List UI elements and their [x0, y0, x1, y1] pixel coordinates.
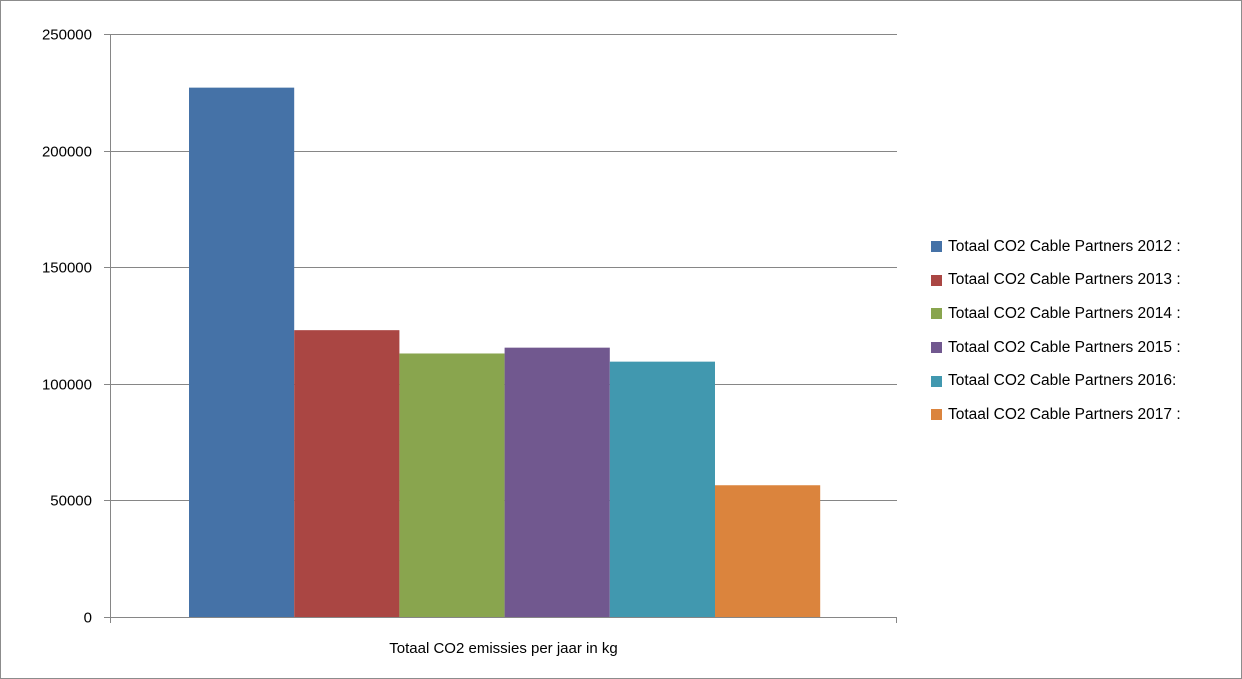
- bars: [189, 87, 821, 618]
- legend-swatch: [931, 274, 942, 286]
- y-tick-label: 50000: [50, 493, 92, 510]
- legend-label: Totaal CO2 Cable Partners 2017 :: [948, 405, 1181, 423]
- legend-label: Totaal CO2 Cable Partners 2015 :: [948, 338, 1181, 356]
- bar-2: [294, 330, 400, 617]
- y-tick-label: 100000: [42, 377, 92, 394]
- y-tick-label: 200000: [42, 144, 92, 161]
- legend-swatch: [931, 308, 942, 320]
- y-tick-label: 150000: [42, 260, 92, 277]
- bar-3: [399, 353, 505, 617]
- axes: [104, 34, 897, 623]
- bar-5: [609, 361, 715, 617]
- x-category-label: Totaal CO2 emissies per jaar in kg: [389, 640, 617, 657]
- legend-swatch: [931, 342, 942, 354]
- legend-label: Totaal CO2 Cable Partners 2016:: [948, 372, 1177, 390]
- y-tick-label: 250000: [42, 27, 92, 44]
- bar-4: [504, 347, 610, 617]
- legend-item: Totaal CO2 Cable Partners 2017 :: [931, 398, 1236, 432]
- legend: Totaal CO2 Cable Partners 2012 : Totaal C…: [931, 230, 1236, 432]
- legend-swatch: [931, 241, 942, 253]
- y-tick-label: 0: [84, 610, 92, 627]
- legend-item: Totaal CO2 Cable Partners 2015 :: [931, 331, 1236, 365]
- legend-item: Totaal CO2 Cable Partners 2013 :: [931, 264, 1236, 298]
- legend-label: Totaal CO2 Cable Partners 2013 :: [948, 271, 1181, 289]
- legend-swatch: [931, 375, 942, 387]
- legend-label: Totaal CO2 Cable Partners 2012 :: [948, 237, 1181, 255]
- bar-1: [189, 87, 295, 618]
- bar-6: [715, 485, 821, 617]
- axis-labels: 0 50000 100000 150000 200000 250000 Totaal CO2…: [42, 27, 618, 658]
- legend-item: Totaal CO2 Cable Partners 2012 :: [931, 230, 1236, 264]
- legend-item: Totaal CO2 Cable Partners 2016:: [931, 364, 1236, 398]
- legend-label: Totaal CO2 Cable Partners 2014 :: [948, 304, 1181, 322]
- legend-swatch: [931, 409, 942, 421]
- legend-item: Totaal CO2 Cable Partners 2014 :: [931, 297, 1236, 331]
